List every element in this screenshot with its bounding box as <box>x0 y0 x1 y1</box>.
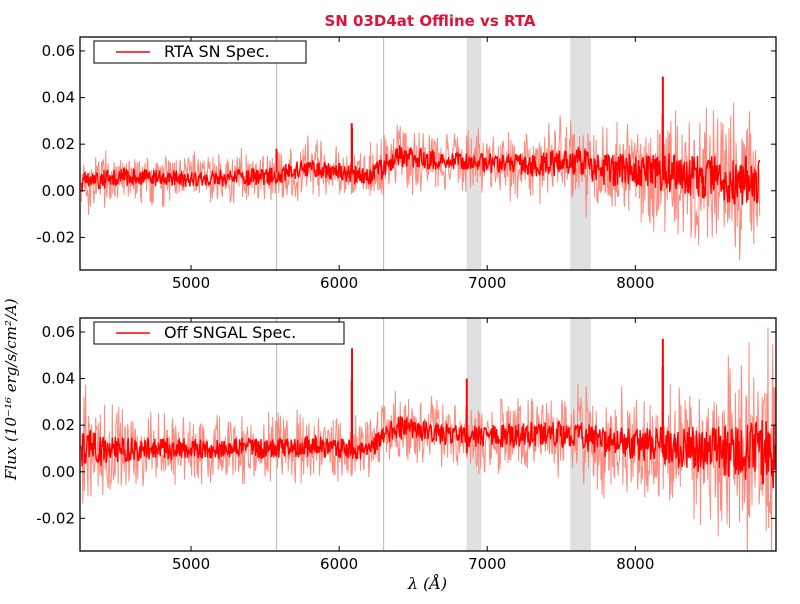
legend-box <box>93 321 345 345</box>
telluric-band <box>570 318 591 551</box>
y-tick-label: 0.02 <box>42 416 75 434</box>
x-tick-label: 5000 <box>172 274 210 292</box>
y-tick-label: 0.04 <box>42 370 75 388</box>
y-tick-label: 0.00 <box>42 182 75 200</box>
x-tick-label: 8000 <box>616 274 654 292</box>
y-tick-label: 0.06 <box>42 323 75 341</box>
axes-frame <box>79 36 777 271</box>
plot-area <box>80 37 761 270</box>
series-line <box>80 416 776 489</box>
legend-label: RTA SN Spec. <box>164 42 270 61</box>
x-axis-label: λ (Å) <box>407 574 448 593</box>
legend-label: Off SNGAL Spec. <box>164 323 296 342</box>
plot-area <box>80 318 776 551</box>
y-tick-label: 0.04 <box>42 89 75 107</box>
y-tick-label: 0.02 <box>42 135 75 153</box>
legend-box <box>93 40 307 64</box>
legend: RTA SN Spec. <box>93 40 307 64</box>
axes-frame <box>79 317 777 552</box>
x-tick-label: 6000 <box>320 274 358 292</box>
x-tick-label: 6000 <box>320 555 358 573</box>
x-tick-label: 8000 <box>616 555 654 573</box>
y-tick-label: -0.02 <box>36 509 75 527</box>
chart-panel-bottom: 5000 6000 7000 8000 -0.02 0.00 0.02 0.04 0.06 Off… <box>36 317 777 573</box>
legend: Off SNGAL Spec. <box>93 321 345 345</box>
x-tick-label: 7000 <box>468 555 506 573</box>
y-tick-label: 0.00 <box>42 463 75 481</box>
chart-panel-top: 5000 6000 7000 8000 -0.02 0.00 0.02 0.04 0.06 RTA… <box>36 36 777 292</box>
y-axis-label: Flux (10⁻¹⁶ erg/s/cm²/A) <box>2 298 20 480</box>
x-tick-label: 5000 <box>172 555 210 573</box>
series-line <box>80 145 761 205</box>
x-tick-label: 7000 <box>468 274 506 292</box>
y-tick-label: 0.06 <box>42 42 75 60</box>
y-tick-label: -0.02 <box>36 228 75 246</box>
chart-title: SN 03D4at Offline vs RTA <box>324 12 536 30</box>
